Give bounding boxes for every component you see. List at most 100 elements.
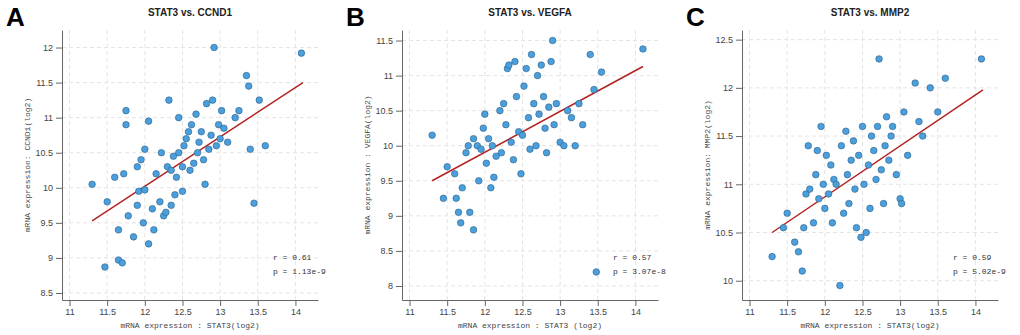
tick-label: 11 <box>745 307 754 317</box>
point <box>476 177 483 184</box>
point <box>463 149 470 156</box>
point <box>865 162 872 169</box>
panel-label: C <box>686 2 705 32</box>
tick-mark <box>736 281 742 282</box>
point <box>190 160 197 167</box>
point <box>163 209 170 216</box>
point <box>173 174 180 181</box>
tick-mark <box>182 300 183 306</box>
point <box>203 100 210 107</box>
point <box>904 152 911 159</box>
point <box>470 135 477 142</box>
grid-line <box>402 285 658 286</box>
point <box>123 107 130 114</box>
tick: 13.5 <box>589 300 607 317</box>
tick-mark <box>258 300 259 306</box>
grid-line <box>742 39 998 40</box>
tick-mark <box>560 300 561 306</box>
tick-label: 9.5 <box>380 176 393 186</box>
tick-label: 10 <box>43 183 53 193</box>
point <box>142 187 149 194</box>
point <box>482 111 489 118</box>
point <box>536 111 543 118</box>
y-axis-title: mRNA expression : VEGFA(log2) <box>363 95 372 234</box>
point <box>825 191 832 198</box>
point <box>519 132 526 139</box>
tick: 11.5 <box>716 131 742 141</box>
tick-label: 12.5 <box>514 307 532 317</box>
tick-mark <box>70 300 71 306</box>
tick-label: 14 <box>971 307 981 317</box>
point <box>912 80 919 87</box>
point <box>546 104 553 111</box>
grid-line <box>742 280 998 281</box>
point <box>805 142 812 149</box>
tick-mark <box>736 233 742 234</box>
annotation: r = 0.57 <box>613 253 652 262</box>
point <box>942 75 949 82</box>
grid-line <box>62 82 318 83</box>
tick: 12 <box>820 300 830 317</box>
point <box>185 128 192 135</box>
point <box>780 224 787 231</box>
point <box>145 118 152 125</box>
grid-line <box>107 30 108 300</box>
grid-line <box>402 110 658 111</box>
point <box>503 121 510 128</box>
point <box>115 227 122 234</box>
point <box>527 146 534 153</box>
tick-label: 14 <box>291 307 301 317</box>
point <box>232 114 239 121</box>
grid-line <box>862 30 863 300</box>
tick-label: 12.5 <box>854 307 872 317</box>
tick-mark <box>396 146 402 147</box>
grid-line <box>69 30 70 300</box>
fit-line <box>432 66 643 180</box>
point <box>861 181 868 188</box>
point <box>134 163 141 170</box>
point <box>769 253 776 260</box>
tick: 9 <box>48 253 62 263</box>
point <box>518 170 525 177</box>
point <box>153 170 160 177</box>
point <box>200 156 207 163</box>
tick-mark <box>900 300 901 306</box>
grid <box>402 30 658 300</box>
point <box>833 181 840 188</box>
tick-mark <box>862 300 863 306</box>
tick: 9.5 <box>40 218 62 228</box>
tick: 8.5 <box>40 288 62 298</box>
point <box>459 184 466 191</box>
point <box>513 93 520 100</box>
tick-label: 11.5 <box>716 131 733 141</box>
tick: 12.5 <box>715 35 742 45</box>
grid <box>62 30 318 300</box>
tick-mark <box>220 300 221 306</box>
tick-mark <box>447 300 448 306</box>
point <box>867 205 874 212</box>
tick: 12 <box>43 43 62 53</box>
point <box>470 227 477 234</box>
point <box>510 156 517 163</box>
point <box>465 142 472 149</box>
grid-line <box>402 40 658 41</box>
point <box>564 107 571 114</box>
point <box>538 62 545 69</box>
grid-line <box>597 30 598 300</box>
point <box>587 51 594 58</box>
fit-line <box>92 83 303 221</box>
point <box>166 97 173 104</box>
point <box>168 202 175 209</box>
tick-label: 12 <box>820 307 830 317</box>
grid-line <box>900 30 901 300</box>
point <box>873 176 880 183</box>
point <box>853 224 860 231</box>
point <box>251 200 258 207</box>
tick: 12 <box>723 83 742 93</box>
point <box>183 135 190 142</box>
grid-line <box>257 30 258 300</box>
grid-line <box>144 30 145 300</box>
point <box>508 139 515 146</box>
point <box>549 37 556 44</box>
panel: BSTAT3 vs. VEGFA1111.51212.51313.51488.5… <box>346 2 666 330</box>
